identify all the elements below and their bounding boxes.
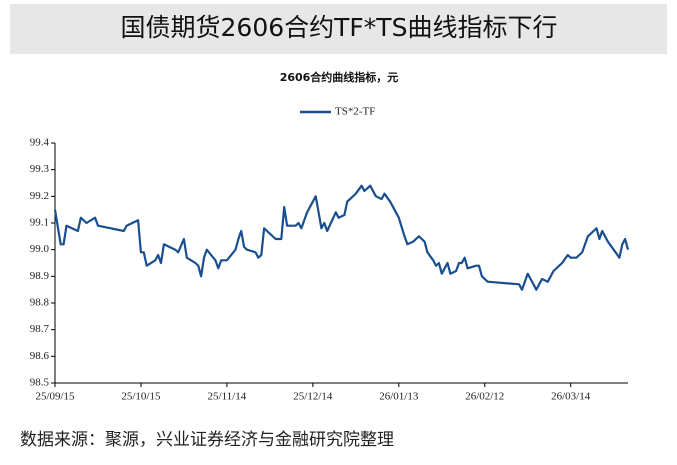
y-tick-label: 98.9 [30,270,50,282]
x-tick-label: 26/03/14 [551,391,591,403]
y-tick-label: 99.0 [30,243,50,255]
x-tick-label: 25/10/15 [121,391,161,403]
y-tick-label: 98.6 [30,350,50,362]
y-tick-label: 98.5 [30,377,50,389]
x-tick-label: 25/09/15 [35,391,75,403]
y-tick-label: 99.3 [30,163,50,175]
y-tick-label: 99.2 [30,190,49,202]
x-tick-label: 25/12/14 [293,391,333,403]
y-tick-label: 99.4 [30,137,50,149]
x-tick-label: 25/11/14 [208,391,247,403]
legend-label: TS*2-TF [335,106,375,118]
x-tick-label: 26/01/13 [379,391,419,403]
header-band [10,4,667,54]
y-tick-label: 98.8 [30,297,50,309]
source-note: 数据来源：聚源，兴业证券经济与金融研究院整理 [20,430,394,450]
header-title: 国债期货2606合约TF*TS曲线指标下行 [121,13,558,42]
series-line [53,184,630,291]
x-tick-label: 26/02/12 [465,391,504,403]
y-tick-label: 99.1 [30,217,49,229]
chart-title: 2606合约曲线指标，元 [280,70,399,84]
y-tick-label: 98.7 [30,323,50,335]
